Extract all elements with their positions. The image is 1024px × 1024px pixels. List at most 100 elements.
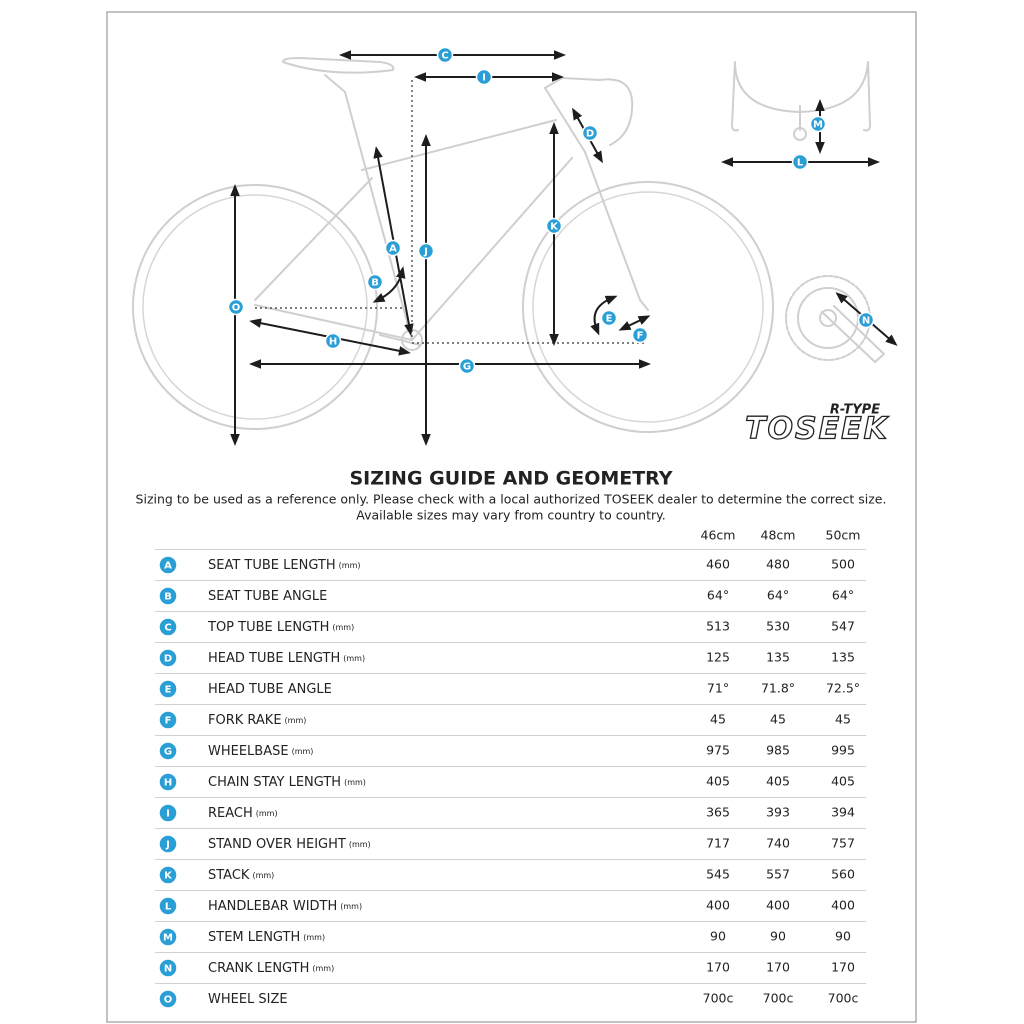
size-header: 48cm — [761, 528, 796, 543]
label-letter: N — [862, 316, 870, 327]
row-unit: (mm) — [349, 840, 371, 849]
row-unit: (mm) — [292, 747, 314, 756]
row-name-text: CHAIN STAY LENGTH — [208, 775, 341, 790]
row-letter: I — [166, 809, 170, 820]
row-badge — [158, 834, 178, 854]
row-name: STACK (mm) — [208, 868, 274, 883]
row-name-text: FORK RAKE — [208, 713, 282, 728]
size-header: 50cm — [826, 528, 861, 543]
label-letter: D — [586, 129, 594, 140]
row-value: 365 — [706, 805, 730, 820]
row-name: CRANK LENGTH (mm) — [208, 961, 334, 976]
diagram-labels: C I D M L K A J B O E F H G N — [227, 46, 875, 375]
row-name-text: STACK — [208, 868, 250, 883]
row-value: 135 — [831, 650, 855, 665]
bike-diagram-part — [544, 77, 634, 146]
row-letter: F — [165, 716, 172, 727]
row-value: 170 — [766, 960, 790, 975]
row-value: 740 — [766, 836, 790, 851]
label-letter: E — [606, 314, 613, 325]
row-value: 170 — [831, 960, 855, 975]
row-name-text: SEAT TUBE ANGLE — [208, 589, 327, 604]
row-letter: D — [164, 654, 172, 665]
row-badge — [158, 586, 178, 606]
row-letter: E — [165, 685, 172, 696]
row-name: SEAT TUBE LENGTH (mm) — [208, 558, 360, 573]
handlebar-detail-part — [731, 61, 871, 132]
row-value: 480 — [766, 557, 790, 572]
row-badge — [158, 927, 178, 947]
title: SIZING GUIDE AND GEOMETRY — [349, 468, 672, 490]
label-letter: C — [441, 51, 448, 62]
row-name-text: SEAT TUBE LENGTH — [208, 558, 336, 573]
row-name: STAND OVER HEIGHT (mm) — [208, 837, 371, 852]
row-unit: (mm) — [344, 778, 366, 787]
row-value: 135 — [766, 650, 790, 665]
row-badge — [158, 803, 178, 823]
row-value: 700c — [828, 991, 859, 1006]
row-name: WHEELBASE (mm) — [208, 744, 313, 759]
subtitle: Sizing to be used as a reference only. P… — [136, 492, 887, 507]
row-value: 71.8° — [761, 681, 795, 696]
row-value: 405 — [706, 774, 730, 789]
row-letter: L — [165, 902, 172, 913]
row-name-text: HANDLEBAR WIDTH — [208, 899, 337, 914]
row-name-text: REACH — [208, 806, 253, 821]
row-value: 717 — [706, 836, 730, 851]
row-name: STEM LENGTH (mm) — [208, 930, 325, 945]
row-value: 64° — [707, 588, 729, 603]
row-letter: C — [164, 623, 171, 634]
row-letter: M — [163, 933, 173, 944]
row-value: 393 — [766, 805, 790, 820]
row-value: 975 — [706, 743, 730, 758]
row-value: 90 — [835, 929, 851, 944]
border — [106, 11, 917, 1023]
label-badge — [227, 298, 245, 316]
label-badge — [809, 115, 827, 133]
row-name: WHEEL SIZE — [208, 992, 288, 1007]
label-badge — [384, 239, 402, 257]
row-badge — [158, 865, 178, 885]
row-value: 170 — [706, 960, 730, 975]
row-unit: (mm) — [343, 654, 365, 663]
bike-diagram-part — [281, 57, 395, 93]
label-badge — [458, 357, 476, 375]
bike-diagram-part — [142, 194, 368, 420]
subtitle: Available sizes may vary from country to… — [356, 508, 665, 523]
row-name-text: HEAD TUBE ANGLE — [208, 682, 332, 697]
label-letter: K — [550, 222, 559, 233]
size-header: 46cm — [701, 528, 736, 543]
row-name-text: STEM LENGTH — [208, 930, 300, 945]
row-value: 560 — [831, 867, 855, 882]
row-value: 757 — [831, 836, 855, 851]
row-name: CHAIN STAY LENGTH (mm) — [208, 775, 366, 790]
row-badge — [158, 555, 178, 575]
row-name-text: WHEELBASE — [208, 744, 289, 759]
row-value: 125 — [706, 650, 730, 665]
row-name-text: CRANK LENGTH — [208, 961, 309, 976]
label-badge — [417, 242, 435, 260]
row-name: REACH (mm) — [208, 806, 278, 821]
label-badge — [631, 326, 649, 344]
dimension-lines-part — [618, 315, 651, 331]
row-value: 547 — [831, 619, 855, 634]
row-value: 90 — [770, 929, 786, 944]
label-badge — [475, 68, 493, 86]
row-unit: (mm) — [332, 623, 354, 632]
row-badge — [158, 710, 178, 730]
row-letter: G — [164, 747, 172, 758]
bike-diagram-part — [522, 181, 774, 433]
row-value: 400 — [766, 898, 790, 913]
row-value: 400 — [706, 898, 730, 913]
row-name-text: TOP TUBE LENGTH — [207, 620, 329, 635]
row-badge — [158, 896, 178, 916]
row-badge — [158, 958, 178, 978]
row-letter: J — [165, 840, 170, 851]
row-badge — [158, 741, 178, 761]
row-letter: O — [164, 995, 173, 1006]
row-value: 995 — [831, 743, 855, 758]
row-value: 530 — [766, 619, 790, 634]
label-letter: B — [371, 278, 379, 289]
row-badge — [158, 772, 178, 792]
label-letter: I — [482, 73, 486, 84]
